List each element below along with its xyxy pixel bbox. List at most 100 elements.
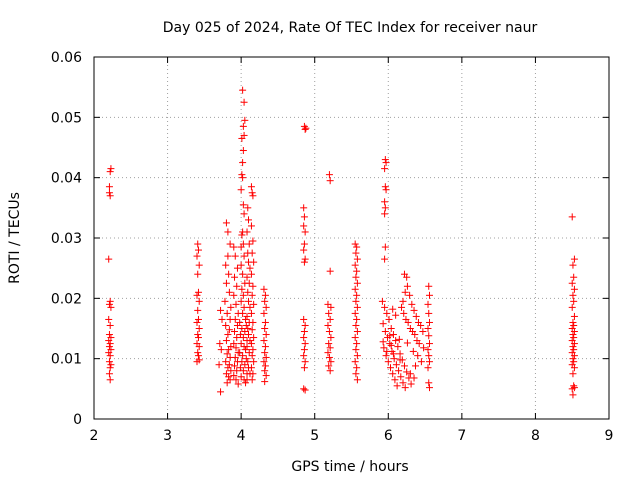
- data-point: [106, 192, 114, 200]
- data-point: [241, 361, 249, 369]
- data-point: [231, 252, 239, 260]
- data-point: [194, 349, 202, 357]
- data-point: [245, 297, 252, 305]
- data-point: [222, 321, 230, 329]
- data-point: [415, 340, 423, 348]
- data-point: [242, 321, 250, 329]
- y-tick-label: 0.06: [51, 50, 82, 66]
- data-point: [300, 246, 308, 254]
- data-point: [236, 318, 244, 326]
- data-point: [249, 318, 257, 326]
- data-point: [570, 285, 578, 293]
- data-point: [106, 168, 114, 176]
- data-point: [569, 343, 577, 351]
- data-point: [194, 315, 202, 323]
- data-point: [325, 309, 333, 317]
- data-point: [351, 240, 359, 248]
- data-point: [380, 344, 388, 352]
- data-point: [395, 335, 403, 343]
- data-point: [379, 338, 387, 346]
- data-point: [387, 325, 395, 332]
- grid-lines: [94, 57, 609, 419]
- data-point: [222, 279, 230, 287]
- data-point: [193, 318, 201, 326]
- data-point: [386, 364, 394, 372]
- data-point: [232, 376, 240, 384]
- data-point: [239, 352, 247, 360]
- data-point: [300, 213, 308, 221]
- data-point: [389, 370, 397, 378]
- data-point: [226, 376, 234, 384]
- data-point: [403, 339, 411, 347]
- data-point: [404, 318, 412, 326]
- data-point: [242, 355, 250, 363]
- data-point: [248, 352, 256, 360]
- data-point: [401, 384, 409, 392]
- x-tick-label: 5: [310, 428, 319, 444]
- data-point: [234, 380, 242, 388]
- data-point: [237, 186, 245, 194]
- data-point: [260, 309, 268, 317]
- data-point: [239, 201, 247, 209]
- data-point: [397, 373, 405, 381]
- data-point: [194, 240, 202, 248]
- data-point: [353, 340, 361, 348]
- data-point: [225, 288, 233, 296]
- data-point: [381, 156, 389, 164]
- data-point: [383, 347, 391, 355]
- data-point: [218, 315, 226, 323]
- data-point: [353, 315, 361, 323]
- data-point: [105, 343, 113, 351]
- data-point: [250, 358, 258, 366]
- data-point: [105, 255, 113, 263]
- data-point: [195, 297, 203, 305]
- data-point: [239, 159, 247, 167]
- data-point: [249, 346, 257, 354]
- data-point: [238, 358, 246, 366]
- data-point: [230, 340, 238, 348]
- axis-ticks: 2 3 4 5 6 7 8 9 0 0.01 0.02 0.03 0.04 0.05 0.06: [51, 50, 614, 444]
- data-point: [406, 291, 414, 299]
- data-point: [352, 273, 360, 281]
- data-point: [425, 282, 433, 290]
- data-point: [106, 364, 114, 372]
- data-point: [352, 297, 360, 305]
- data-point: [105, 300, 113, 308]
- data-point: [249, 370, 257, 378]
- data-point: [231, 315, 239, 323]
- data-point: [425, 309, 433, 317]
- data-point: [301, 228, 309, 236]
- data-point: [300, 334, 308, 342]
- data-point: [300, 222, 308, 230]
- data-point: [383, 309, 391, 317]
- data-point: [245, 331, 252, 339]
- data-point: [241, 328, 249, 336]
- data-point: [232, 300, 240, 308]
- data-point: [238, 134, 246, 142]
- x-tick-label: 2: [90, 428, 99, 444]
- data-point: [425, 352, 433, 360]
- data-point: [245, 240, 253, 248]
- data-point: [240, 98, 248, 106]
- data-point: [399, 297, 407, 305]
- data-point: [261, 297, 269, 305]
- data-points: [105, 86, 578, 399]
- data-point: [325, 353, 333, 361]
- data-point: [225, 346, 233, 354]
- data-point: [403, 273, 411, 281]
- data-point: [425, 332, 433, 340]
- data-point: [230, 372, 238, 380]
- data-point: [215, 361, 223, 369]
- data-point: [324, 321, 332, 329]
- data-point: [301, 255, 309, 263]
- data-point: [242, 315, 250, 323]
- data-point: [194, 334, 202, 342]
- data-point: [353, 303, 361, 311]
- data-point: [237, 297, 245, 305]
- data-point: [106, 340, 114, 348]
- data-point: [105, 349, 113, 357]
- data-point: [570, 358, 578, 366]
- data-point: [239, 367, 247, 375]
- data-point: [353, 255, 361, 263]
- data-point: [244, 204, 252, 212]
